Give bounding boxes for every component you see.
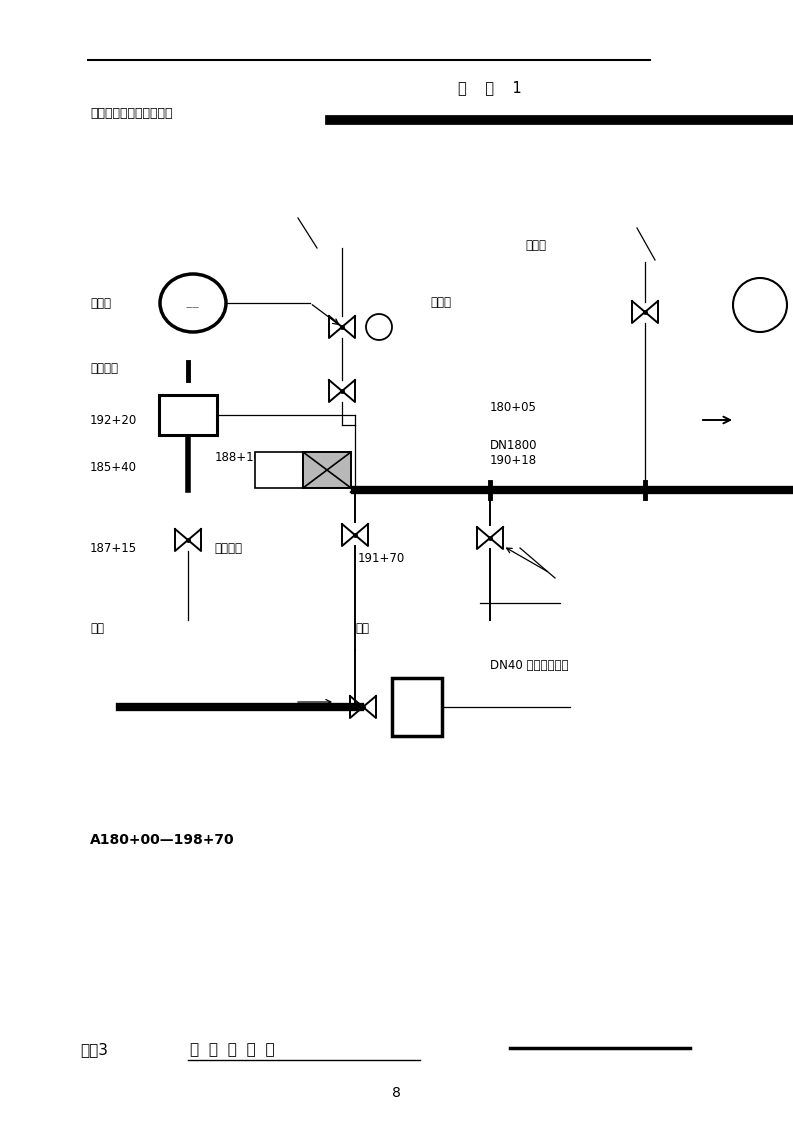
Bar <box>159 395 217 435</box>
Text: 试: 试 <box>412 698 422 716</box>
Text: 8: 8 <box>392 1086 400 1100</box>
Text: 188+10: 188+10 <box>215 451 262 463</box>
Text: 180+05: 180+05 <box>490 401 537 414</box>
Text: DN1800: DN1800 <box>490 439 538 451</box>
Text: 压力表: 压力表 <box>90 296 111 310</box>
Text: 191+70: 191+70 <box>358 552 405 564</box>
Text: 附图3: 附图3 <box>80 1042 108 1058</box>
Text: 附    图    1: 附 图 1 <box>458 80 522 95</box>
Text: 后背: 后背 <box>90 622 104 635</box>
Text: 190+18: 190+18 <box>490 453 537 467</box>
Text: 支撑: 支撑 <box>355 622 369 635</box>
Text: ——: —— <box>186 304 200 310</box>
Text: 187+15: 187+15 <box>90 542 137 554</box>
Text: 试  验  工  序  图: 试 验 工 序 图 <box>190 1042 274 1058</box>
Text: 千斤顶: 千斤顶 <box>430 295 451 309</box>
Bar <box>303 452 351 488</box>
Bar <box>303 452 351 488</box>
Text: 三通旋塞: 三通旋塞 <box>90 361 118 375</box>
Text: 192+20: 192+20 <box>90 414 137 426</box>
Text: DN40 给水临时管线: DN40 给水临时管线 <box>490 659 569 671</box>
Text: A180+00—198+70: A180+00—198+70 <box>90 833 235 847</box>
Text: 消: 消 <box>183 406 193 424</box>
Bar <box>255 452 303 488</box>
Bar <box>392 678 442 736</box>
Text: （排水）: （排水） <box>214 542 242 554</box>
Text: 185+40: 185+40 <box>90 460 137 473</box>
Text: 排气阀: 排气阀 <box>525 239 546 251</box>
Text: 给水系统水压试验布置图: 给水系统水压试验布置图 <box>90 107 173 120</box>
